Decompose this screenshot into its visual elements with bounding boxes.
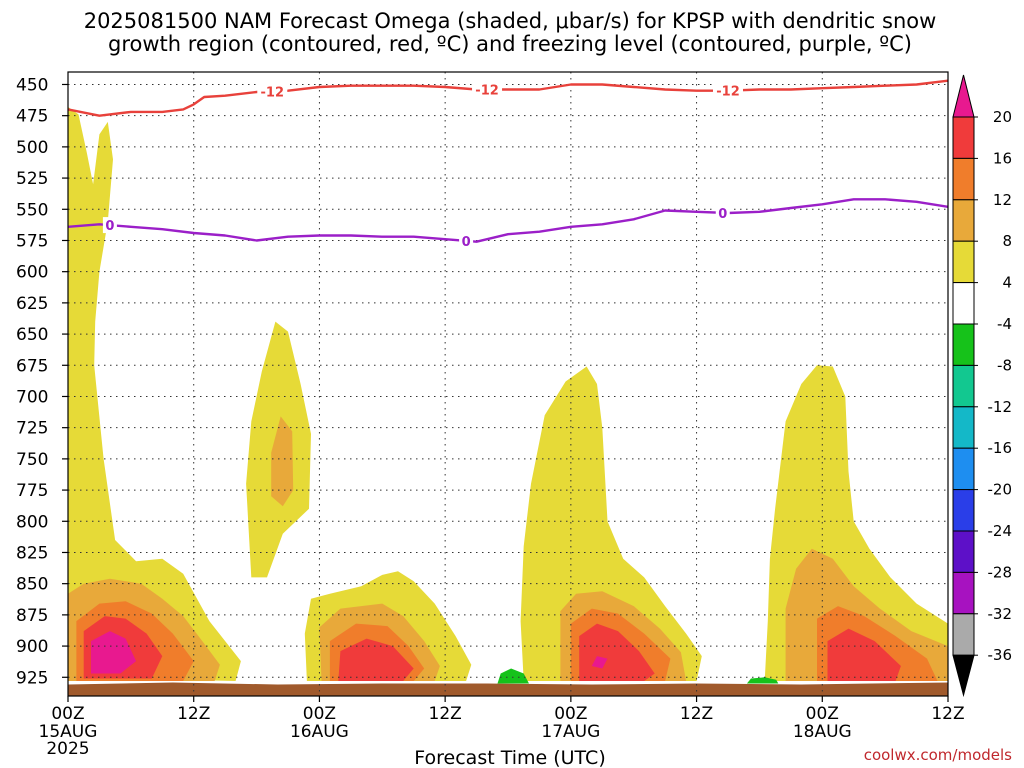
y-axis: 450 475 500 525 550 575 600 625 650 675 700 725 750 7… <box>16 75 68 688</box>
colorbar-label: -32 <box>988 605 1013 623</box>
x-tick-sublabel: 18AUG <box>793 722 852 742</box>
y-tick-label: 850 <box>16 575 48 595</box>
colorbar-label: -28 <box>988 563 1013 581</box>
y-tick-label: 550 <box>16 200 48 220</box>
colorbar-label: -12 <box>988 398 1013 416</box>
plot-frame <box>67 71 949 697</box>
y-tick-label: 825 <box>16 543 48 563</box>
colorbar-label: 20 <box>993 108 1012 126</box>
colorbar-label: -24 <box>988 522 1013 540</box>
colorbar-label: -16 <box>988 439 1013 457</box>
contour-label-background <box>713 82 743 99</box>
x-tick-label: 00Z <box>554 704 587 724</box>
negative-omega-cell-2 <box>746 677 779 684</box>
y-tick-label: 600 <box>16 263 48 283</box>
y-tick-label: 875 <box>16 606 48 626</box>
y-tick-label: 500 <box>16 138 48 158</box>
omega-cell-1-level-20 <box>91 631 137 674</box>
y-tick-label: 650 <box>16 325 48 345</box>
x-tick-label: 12Z <box>429 704 462 724</box>
colorbar-box <box>952 157 975 201</box>
contour-label-background <box>472 81 503 98</box>
colorbar-box <box>952 613 975 656</box>
contour-label: -12 <box>261 85 285 100</box>
y-tick-label: 700 <box>16 387 48 407</box>
y-tick-label: 525 <box>16 169 48 189</box>
contour-label-background <box>102 217 117 234</box>
colorbar-label: 4 <box>1002 274 1012 292</box>
chart-title-line-1: 2025081500 NAM Forecast Omega (shaded, μ… <box>84 9 937 33</box>
colorbar-box <box>952 323 975 366</box>
y-tick-label: 625 <box>16 294 48 314</box>
colorbar-bottom-triangle <box>952 654 975 698</box>
x-tick-label: 00Z <box>303 704 336 724</box>
colorbar-box <box>952 571 975 615</box>
colorbar-box <box>952 282 975 325</box>
y-tick-label: 900 <box>16 637 48 657</box>
contour-label-background <box>459 232 474 249</box>
omega-shading <box>68 106 948 684</box>
y-tick-label: 925 <box>16 668 48 688</box>
chart-title-line-2: growth region (contoured, red, ºC) and f… <box>108 32 912 56</box>
contour-label: 0 <box>718 207 727 222</box>
contour-line-2 <box>68 198 948 243</box>
colorbar-box <box>952 489 975 532</box>
contour-layer: -12 -12 -12 0 0 0 <box>68 79 948 250</box>
colorbar-label: 16 <box>993 149 1012 167</box>
contour-label: -12 <box>475 83 499 98</box>
y-tick-label: 800 <box>16 512 48 532</box>
omega-cell-4-level-20 <box>591 656 608 669</box>
colorbar-label: 12 <box>993 191 1012 209</box>
colorbar-box <box>952 364 975 408</box>
colorbar-box <box>952 530 975 573</box>
colorbar-label: 8 <box>1002 232 1012 250</box>
y-tick-label: 750 <box>16 450 48 470</box>
colorbar-box <box>952 116 975 159</box>
negative-omega-cell-1 <box>497 668 529 684</box>
y-tick-label: 450 <box>16 75 48 95</box>
omega-cell-2-level-8 <box>271 416 294 507</box>
omega-cell-3-level-16 <box>338 638 414 681</box>
grid-layer <box>68 72 948 696</box>
y-tick-label: 475 <box>16 107 48 127</box>
x-tick-sublabel: 15AUG <box>39 722 98 742</box>
terrain-fill <box>68 682 948 696</box>
colorbar-label: -4 <box>997 315 1012 333</box>
x-tick-sublabel: 16AUG <box>290 722 349 742</box>
colorbar-box <box>952 447 975 491</box>
colorbar: 20 16 12 8 4 -4 -8 -12 -16 -20 -24 -28 -32 -36 <box>952 74 1013 698</box>
colorbar-label: -8 <box>997 356 1012 374</box>
x-axis-label: Forecast Time (UTC) <box>414 747 605 768</box>
contour-label: -12 <box>716 85 740 100</box>
x-tick-sublabel: 17AUG <box>541 722 600 742</box>
contour-label: 0 <box>462 235 471 250</box>
colorbar-box <box>952 199 975 242</box>
credit-text: coolwx.com/models <box>864 746 1012 764</box>
x-tick-sublabel: 2025 <box>46 739 89 759</box>
terrain-layer <box>68 682 948 696</box>
contour-label-background <box>715 204 730 221</box>
x-tick-label: 00Z <box>806 704 839 724</box>
omega-cell-1-level-4 <box>68 106 241 681</box>
y-tick-label: 675 <box>16 356 48 376</box>
y-tick-label: 725 <box>16 419 48 439</box>
contour-label-background <box>257 83 288 100</box>
x-tick-label: 12Z <box>931 704 964 724</box>
y-tick-label: 575 <box>16 231 48 251</box>
colorbar-box <box>952 240 975 284</box>
omega-cell-5-level-16 <box>827 628 901 681</box>
colorbar-label: -36 <box>988 646 1013 664</box>
omega-cell-4-level-4 <box>520 366 702 681</box>
x-tick-label: 12Z <box>680 704 713 724</box>
colorbar-top-triangle <box>952 74 975 118</box>
plot-area: -12 -12 -12 0 0 0 <box>68 72 948 696</box>
x-tick-label: 12Z <box>177 704 210 724</box>
x-tick-label: 00Z <box>51 704 84 724</box>
y-tick-label: 775 <box>16 481 48 501</box>
colorbar-box <box>952 406 975 449</box>
colorbar-label: -20 <box>988 481 1013 499</box>
contour-label: 0 <box>105 219 114 234</box>
